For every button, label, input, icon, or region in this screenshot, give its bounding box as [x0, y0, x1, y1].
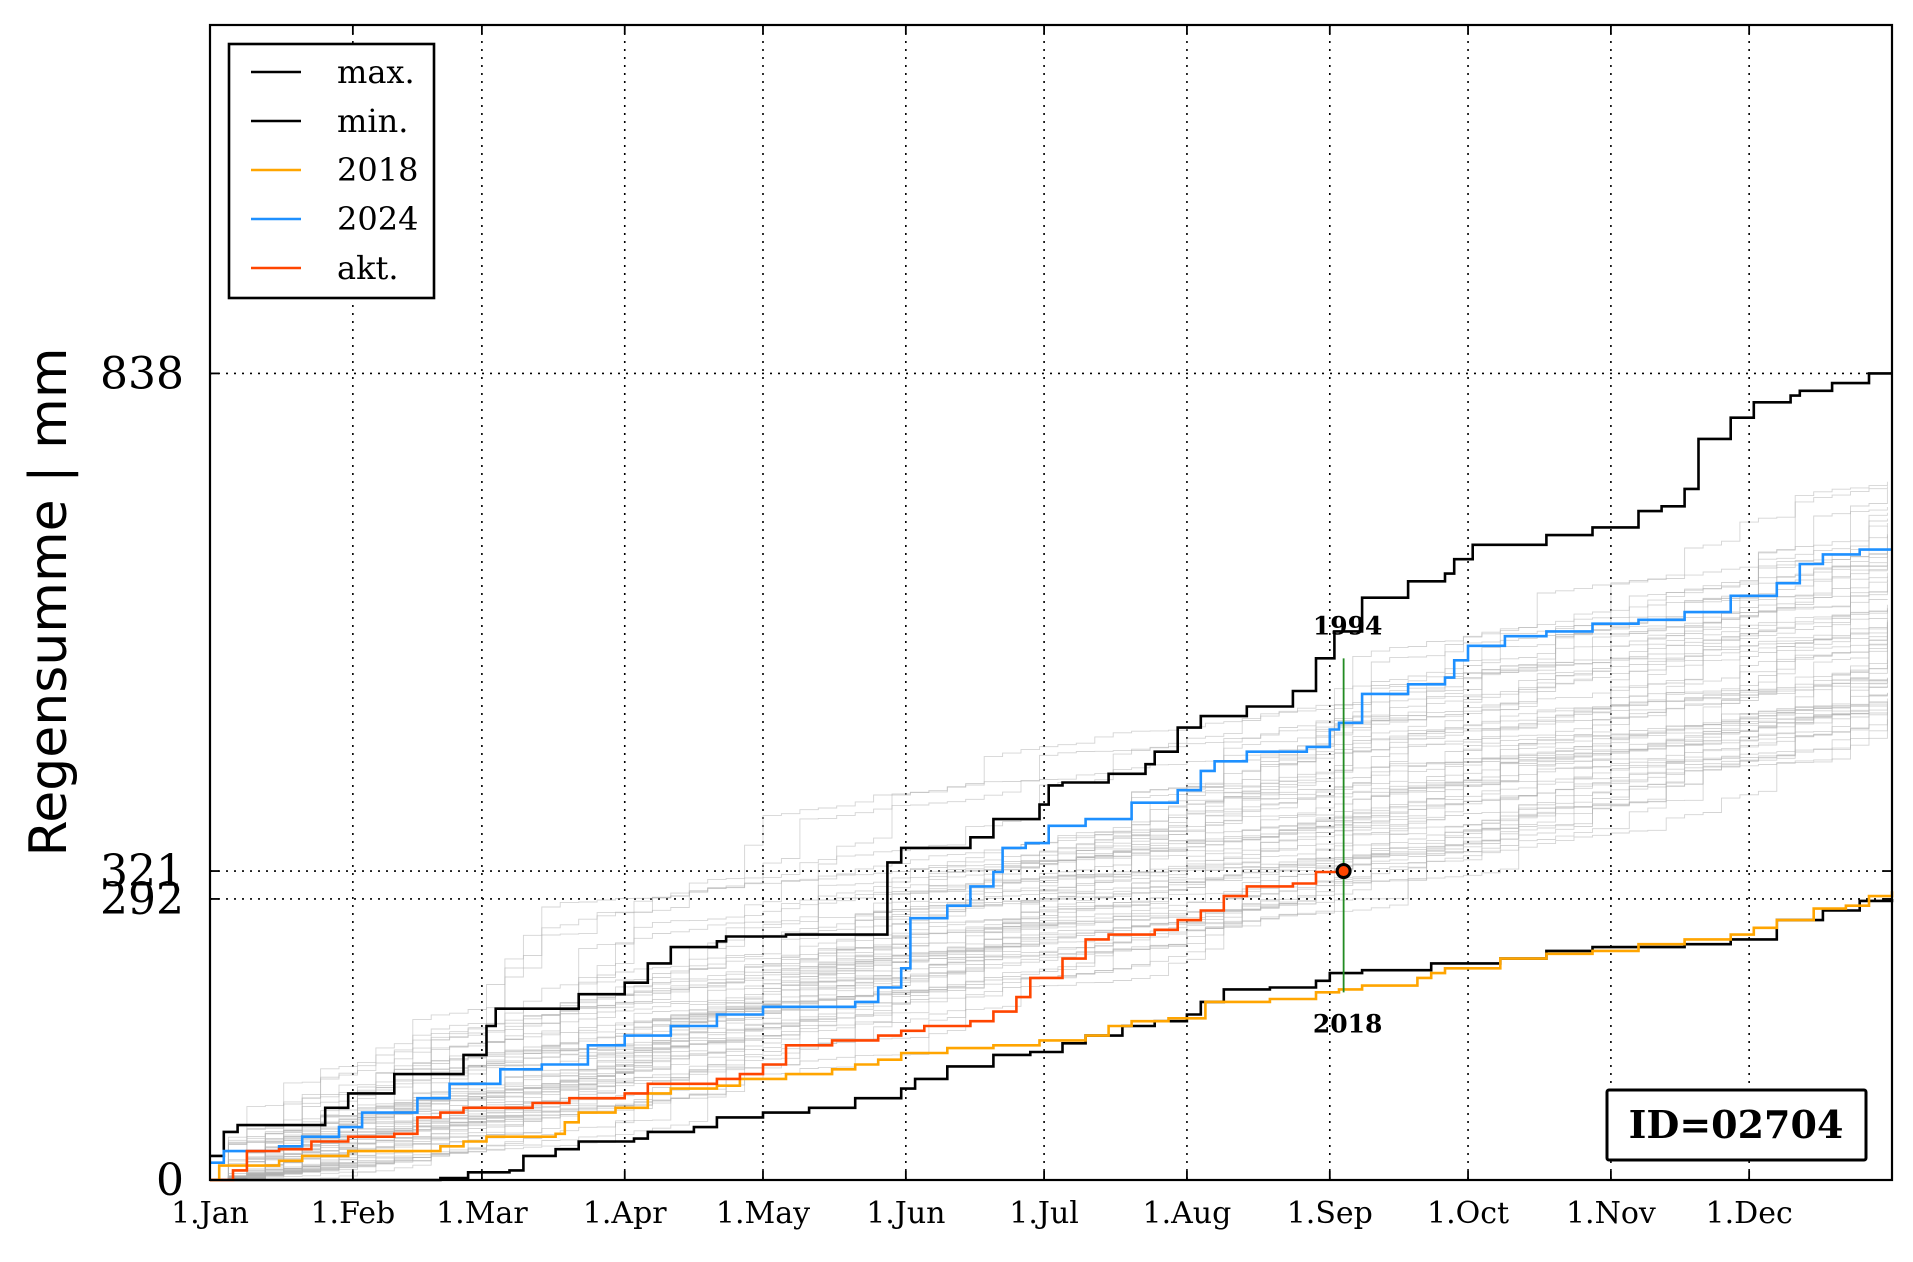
x-tick-label: 1.Oct [1427, 1196, 1509, 1231]
x-tick-label: 1.Feb [310, 1196, 395, 1231]
y-tick-label: 0 [156, 1155, 184, 1206]
year-trace [210, 621, 1888, 1181]
current-value-point [1335, 863, 1352, 880]
year-trace [210, 565, 1888, 1181]
x-tick-label: 1.Dec [1706, 1196, 1793, 1231]
year-trace [210, 534, 1888, 1181]
y-axis-label: Regensumme | mm [19, 348, 79, 857]
y-tick-label: 321 [100, 846, 184, 897]
series-line-max [210, 372, 1892, 1158]
year-annotation: 1994 [1313, 611, 1383, 640]
year-trace [210, 622, 1888, 1181]
legend-label: 2024 [337, 200, 418, 238]
axis-ticks: 1.Jan 1.Feb 1.Mar 1.Apr 1.May 1.Jun 1.Jul 1.Aug… [100, 25, 1892, 1231]
grid-lines [210, 25, 1892, 1180]
series-line-akt [210, 870, 1345, 1182]
legend-label: 2018 [337, 151, 418, 189]
x-tick-label: 1.Jul [1009, 1196, 1079, 1231]
year-trace [210, 630, 1888, 1181]
series-lines [210, 372, 1894, 1182]
y-tick-label: 838 [100, 348, 184, 399]
year-trace [210, 583, 1888, 1181]
x-tick-label: 1.Mar [436, 1196, 528, 1231]
year-trace [210, 665, 1888, 1181]
series-line-2024 [210, 548, 1892, 1164]
y-tick-label: 292 [100, 874, 184, 925]
legend: max. min. 2018 2024 akt. [227, 42, 436, 300]
legend-label: max. [337, 53, 415, 91]
year-trace [210, 607, 1888, 1181]
year-trace [210, 576, 1888, 1181]
x-tick-label: 1.Nov [1566, 1196, 1656, 1231]
year-trace [210, 604, 1888, 1181]
station-id-frame [1605, 1088, 1868, 1162]
year-trace [210, 678, 1888, 1181]
x-tick-label: 1.Sep [1287, 1196, 1373, 1231]
year-trace [210, 550, 1888, 1181]
year-trace [210, 512, 1888, 1181]
x-tick-label: 1.May [716, 1196, 810, 1231]
year-trace [210, 556, 1888, 1181]
year-trace [210, 701, 1888, 1181]
legend-label: min. [337, 102, 408, 140]
station-id-text: ID=02704 [1629, 1102, 1844, 1147]
station-id-box: ID=02704 [1605, 1088, 1868, 1162]
x-tick-label: 1.Jun [866, 1196, 945, 1231]
year-trace [210, 625, 1888, 1181]
legend-label: akt. [337, 249, 399, 287]
year-trace [210, 518, 1888, 1181]
year-trace [210, 523, 1888, 1181]
x-tick-label: 1.Aug [1143, 1196, 1232, 1231]
x-tick-label: 1.Jan [171, 1196, 249, 1231]
series-line-2018 [210, 891, 1894, 1182]
year-trace [210, 619, 1888, 1181]
background-year-lines [210, 481, 1888, 1181]
plot-frame [208, 23, 1894, 1182]
year-trace [210, 563, 1888, 1181]
year-annotation: 2018 [1313, 1009, 1383, 1038]
current-marker: 1994 2018 [1313, 611, 1383, 1038]
year-trace [210, 486, 1888, 1181]
year-trace [210, 681, 1888, 1181]
x-tick-label: 1.Apr [583, 1196, 667, 1231]
